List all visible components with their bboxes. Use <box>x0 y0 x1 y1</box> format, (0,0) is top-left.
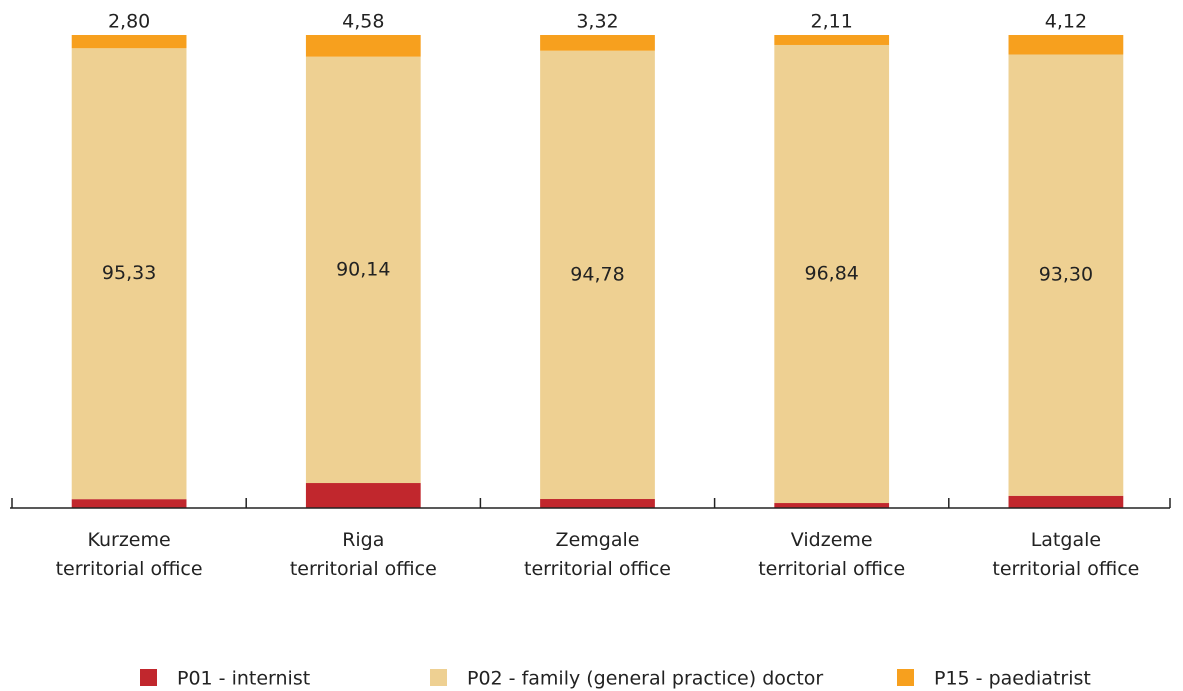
bar-segment <box>71 499 187 508</box>
bar-segment <box>1008 35 1124 55</box>
value-label: 96,84 <box>804 263 858 285</box>
legend-label: P15 - paediatrist <box>934 668 1091 690</box>
value-label: 4,58 <box>342 11 384 33</box>
value-label: 3,32 <box>576 11 618 33</box>
legend-label: P02 - family (general practice) doctor <box>467 668 823 690</box>
x-tick-label: Kurzeme territorial office <box>55 529 203 580</box>
value-label: 2,11 <box>811 11 853 33</box>
legend-swatch <box>430 669 447 686</box>
bar-segment <box>540 499 655 508</box>
legend-label: P01 - internist <box>177 668 310 690</box>
value-label: 4,12 <box>1045 11 1087 33</box>
bar-segment <box>71 35 187 49</box>
bar-segment <box>71 48 187 500</box>
legend-swatch <box>897 669 914 686</box>
bar-segment <box>774 503 890 508</box>
bar-segment <box>540 50 655 500</box>
legend-swatch <box>140 669 157 686</box>
x-tick-label: Zemgale territorial office <box>524 529 671 580</box>
value-label: 90,14 <box>336 258 390 280</box>
value-label: 93,30 <box>1039 264 1093 286</box>
value-label: 94,78 <box>570 263 624 285</box>
bar-segment <box>305 35 421 57</box>
value-label: 2,80 <box>108 11 150 33</box>
bar-segment <box>1008 495 1124 508</box>
bar-segment <box>540 35 655 51</box>
bar-segment <box>774 35 890 45</box>
x-tick-label: Latgale territorial office <box>992 529 1140 580</box>
value-label: 95,33 <box>102 262 156 284</box>
x-tick-label: Vidzeme territorial office <box>758 529 906 580</box>
bar-segment <box>774 44 890 504</box>
bar-segment <box>305 56 421 484</box>
x-tick-label: Riga territorial office <box>289 529 437 580</box>
bar-segment <box>1008 54 1124 496</box>
bar-segment <box>305 483 421 508</box>
